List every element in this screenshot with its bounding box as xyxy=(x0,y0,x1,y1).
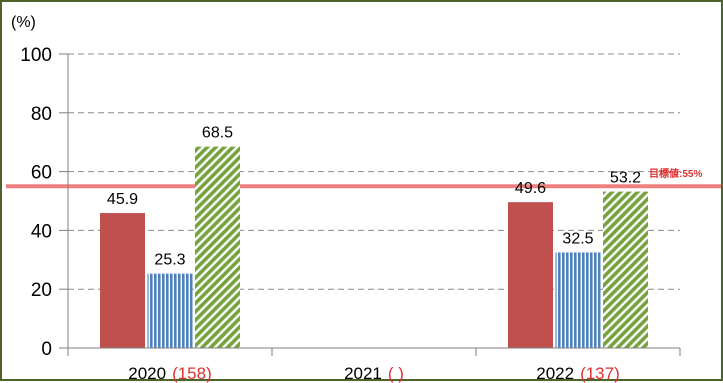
x-category-label: 2020 (158) xyxy=(128,364,212,383)
bar-value-label: 53.2 xyxy=(610,170,641,187)
bar xyxy=(508,202,553,348)
bar xyxy=(555,252,601,348)
y-tick-label: 20 xyxy=(31,280,52,301)
y-tick-label: 80 xyxy=(31,104,52,125)
target-line-group: 目標値:55% xyxy=(6,167,721,189)
bar-value-label: 32.5 xyxy=(562,230,593,247)
bar-value-label: 25.3 xyxy=(154,252,185,269)
bar-value-label: 68.5 xyxy=(202,125,233,142)
y-tick-label: 40 xyxy=(31,221,52,242)
category-sample-size: (137) xyxy=(580,364,620,383)
y-tick-label: 100 xyxy=(20,45,52,66)
axes: (%) 0 20 40 60 80 100 2020 (158) 2021 ( ) 2022 (137) xyxy=(11,14,681,383)
bar xyxy=(147,273,193,348)
y-tick-label: 60 xyxy=(31,163,52,184)
bar xyxy=(195,146,240,348)
bars xyxy=(100,146,648,348)
category-year: 2020 xyxy=(128,364,166,383)
y-tick-label: 0 xyxy=(41,339,52,360)
x-category-label: 2022 (137) xyxy=(536,364,620,383)
category-sample-size: (158) xyxy=(172,364,212,383)
bar-value-label: 49.6 xyxy=(515,180,546,197)
category-year: 2022 xyxy=(536,364,574,383)
target-label: 目標値:55% xyxy=(649,167,702,180)
bar xyxy=(100,213,145,348)
bar xyxy=(603,191,648,348)
category-sample-size: ( ) xyxy=(388,364,404,383)
x-category-label: 2021 ( ) xyxy=(344,364,404,383)
y-axis-unit: (%) xyxy=(11,14,36,31)
value-labels: 45.9 25.3 68.5 49.6 32.5 53.2 xyxy=(107,125,641,269)
category-year: 2021 xyxy=(344,364,382,383)
bar-value-label: 45.9 xyxy=(107,191,138,208)
